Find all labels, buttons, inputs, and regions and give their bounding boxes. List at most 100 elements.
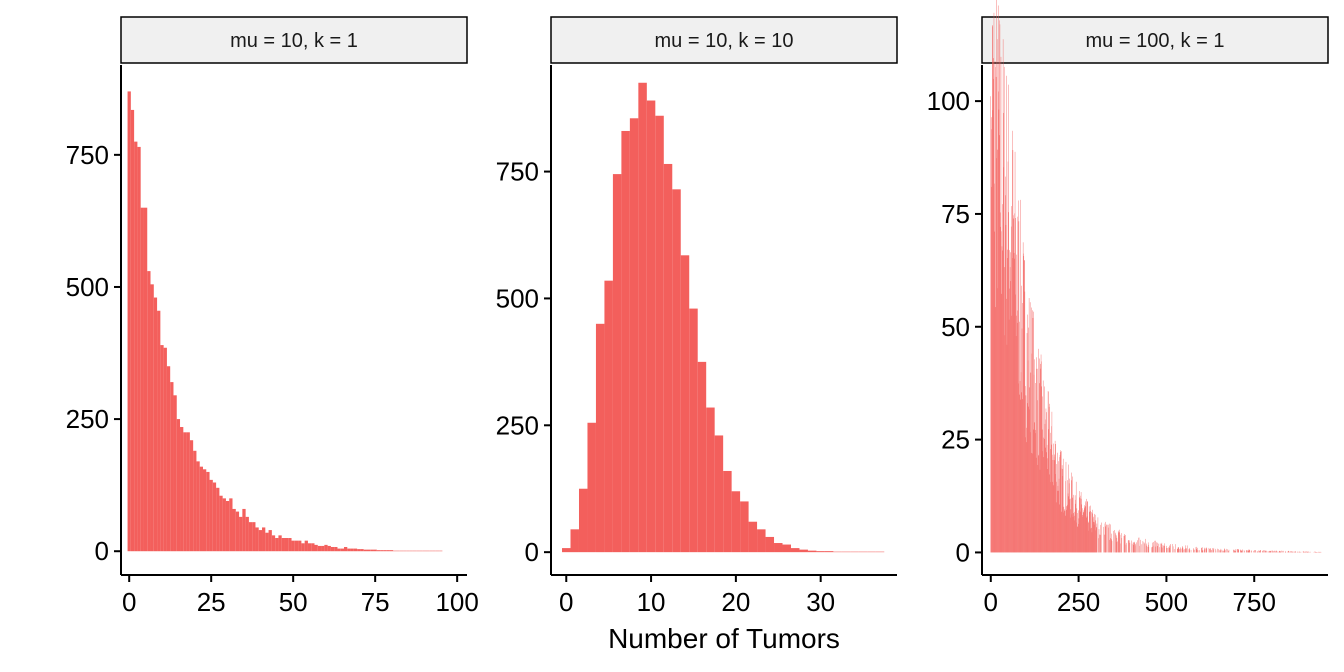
histogram-bar [255,527,259,552]
bars [562,82,885,553]
histogram-bar [219,495,223,552]
histogram-bar [324,544,328,552]
histogram-bar [150,284,154,552]
histogram-bar [334,546,338,552]
panel-1: mu = 10, k = 1 0 250 500 750 0 25 50 75 100 [66,16,479,617]
histogram-bar [419,550,423,552]
histogram-bar [432,550,436,552]
histogram-bar [202,469,207,552]
histogram-bar [638,82,647,553]
histogram-bar [774,543,783,553]
facet-strip [120,16,468,64]
histogram-bar [570,529,579,553]
histogram-bar [740,501,749,553]
histogram-bar [337,548,341,552]
histogram-bar [176,419,181,552]
x-tick-label: 750 [1233,587,1276,617]
histogram-bar [288,538,292,552]
histogram-bar [595,323,605,553]
x-axis-title: Number of Tumors [608,623,840,654]
histogram-bar [281,538,285,552]
histogram-bar [807,550,817,553]
y-tick-label: 750 [496,157,539,187]
histogram-bar [782,544,791,553]
histogram-bar [833,551,842,553]
histogram-bar [406,550,410,552]
histogram-bar [663,163,673,553]
x-tick-label: 50 [279,587,308,617]
facet-strip [550,16,898,64]
histogram-bar [799,549,808,553]
y-tick-label: 50 [941,312,970,342]
histogram-bar [621,130,630,553]
histogram-bar [393,550,397,552]
histogram-bar [396,550,400,552]
histogram-bar [386,550,390,552]
histogram-bar [353,548,358,552]
histogram-bar [160,345,164,552]
histogram-bar [321,545,325,552]
histogram-bar [340,548,345,552]
histogram-bar [850,551,859,553]
histogram-bar [412,550,417,552]
histogram-bar [245,516,249,552]
y-tick-label: 250 [496,410,539,440]
y-tick-label: 0 [956,537,970,567]
histogram-bar [212,482,217,552]
histogram-bar [867,551,876,553]
x-tick-label: 100 [435,587,478,617]
facet-strip [981,16,1329,64]
histogram-bar [562,548,571,553]
histogram-bar [140,207,144,552]
x-tick-label: 250 [1057,587,1100,617]
bars [127,91,443,552]
histogram-bar [307,543,312,552]
histogram-bar [166,366,171,552]
histogram-bar [389,550,394,552]
histogram-bar [235,511,240,552]
histogram-bar [206,471,210,552]
histogram-bar [765,536,775,553]
y-tick-label: 0 [525,537,539,567]
histogram-bar [347,548,351,552]
histogram-bar [380,550,384,552]
histogram-bar [314,544,318,552]
histogram-bar [714,435,724,553]
x-tick-label: 0 [559,587,573,617]
histogram-bar [875,551,885,553]
histogram-bar [294,540,299,552]
histogram-bar [232,508,236,552]
histogram-bar [252,522,256,552]
histogram-bar [189,440,194,552]
histogram-bar [370,549,374,552]
histogram-bar [373,549,377,552]
histogram-bar [435,550,440,552]
histogram-bar [399,550,404,552]
histogram-bar [376,550,381,552]
panel-2: mu = 10, k = 10 0 250 500 750 0 10 20 30 [496,16,898,617]
facet-strip-label: mu = 100, k = 1 [1086,30,1225,52]
histogram-bar [153,297,158,552]
x-tick-label: 25 [197,587,226,617]
histogram-bar [350,548,354,552]
histogram-bar [731,491,741,553]
histogram-bar [262,527,266,552]
histogram-bar [327,545,331,552]
histogram-bar [646,100,656,553]
histogram-bar [170,382,174,552]
histogram-bar [409,550,413,552]
histogram-bar [311,543,315,552]
histogram-bar [143,207,148,552]
bars [990,0,1322,553]
histogram-bar [258,530,263,552]
histogram-bar [426,550,430,552]
histogram-bar [265,532,269,552]
histogram-bar [344,546,348,552]
histogram-bar [706,407,715,553]
panel-3: mu = 100, k = 1 0 25 50 75 100 0 250 500 750 [927,0,1329,617]
x-tick-label: 10 [637,587,666,617]
histogram-bar [429,550,433,552]
histogram-bar [363,549,367,552]
y-tick-label: 25 [941,425,970,455]
